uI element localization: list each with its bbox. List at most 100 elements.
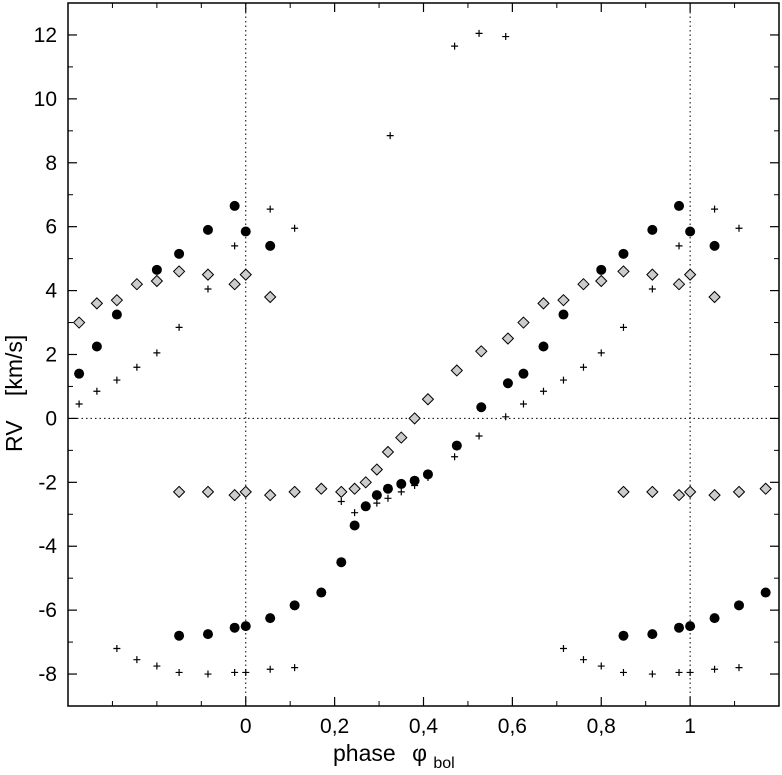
- diamond-point: [90, 297, 104, 310]
- plus-point: [337, 497, 345, 505]
- diamond-point: [370, 463, 384, 476]
- circle-point: [91, 341, 102, 352]
- diamond-point: [72, 316, 86, 329]
- circle-point: [409, 475, 420, 486]
- diamond-point: [557, 293, 570, 307]
- circle-point: [111, 309, 122, 320]
- circle-point: [518, 368, 529, 379]
- y-axis-label: RV: [1, 420, 27, 452]
- diamond-point: [421, 393, 435, 406]
- plus-point: [93, 387, 101, 395]
- circle-point: [685, 226, 696, 237]
- diamond-point: [450, 364, 464, 377]
- plus-point: [75, 400, 83, 408]
- plus-point: [362, 502, 370, 510]
- circle-point: [289, 600, 300, 611]
- plus-point: [559, 376, 567, 384]
- plus-point: [675, 668, 683, 676]
- x-axis-subscript: bol: [433, 755, 454, 772]
- diamond-point: [228, 488, 241, 502]
- diamond-point: [130, 277, 144, 291]
- diamond-point: [335, 485, 348, 499]
- plus-point: [242, 668, 250, 676]
- circle-point: [74, 368, 85, 379]
- circle-point: [685, 621, 696, 632]
- diamond-point: [201, 485, 215, 499]
- x-tick-label: 0,6: [498, 715, 527, 738]
- diamond-point: [577, 277, 590, 291]
- diamond-point: [359, 476, 372, 489]
- plus-point: [133, 363, 141, 371]
- y-tick-label: 8: [45, 152, 57, 175]
- data-points: [72, 29, 772, 678]
- plus-point: [735, 664, 743, 672]
- diamond-point: [759, 482, 772, 495]
- diamond-point: [239, 485, 252, 499]
- plus-point: [291, 664, 299, 672]
- diamond-point: [395, 431, 408, 444]
- circle-point: [674, 622, 685, 633]
- circle-point: [502, 378, 513, 389]
- circle-point: [538, 341, 549, 352]
- diamond-point: [501, 332, 515, 345]
- plus-point: [175, 668, 183, 676]
- plus-point: [133, 656, 141, 664]
- circle-point: [202, 224, 213, 235]
- y-tick-label: 4: [45, 280, 57, 303]
- y-tick-label: 6: [45, 216, 57, 239]
- y-tick-label: 2: [45, 344, 57, 367]
- circle-point: [396, 478, 407, 489]
- y-tick-label: -2: [38, 471, 57, 494]
- plus-point: [502, 413, 510, 421]
- plus-point: [475, 29, 483, 37]
- circle-point: [451, 440, 462, 451]
- circle-point: [240, 621, 251, 632]
- x-tick-label: 1: [684, 715, 696, 738]
- plus-point: [686, 668, 694, 676]
- plus-point: [597, 349, 605, 357]
- circle-point: [476, 402, 487, 413]
- diamond-point: [288, 485, 301, 499]
- circle-point: [618, 248, 629, 259]
- plus-point: [475, 432, 483, 440]
- plus-point: [619, 323, 627, 331]
- diamond-point: [732, 485, 746, 499]
- diamond-point: [239, 268, 252, 281]
- plus-point: [451, 453, 459, 461]
- diamond-point: [683, 485, 697, 499]
- plus-point: [204, 285, 212, 293]
- diamond-point: [150, 274, 164, 288]
- plus-point: [675, 242, 683, 250]
- x-tick-label: 0,4: [409, 715, 439, 738]
- diamond-point: [475, 345, 488, 358]
- plus-point: [386, 132, 394, 140]
- circle-point: [229, 622, 240, 633]
- plus-point: [411, 482, 419, 490]
- circle-point: [349, 520, 360, 531]
- circle-point: [371, 490, 382, 501]
- circle-point: [674, 200, 685, 211]
- y-axis-unit: [km/s]: [1, 335, 27, 396]
- plus-point: [424, 474, 432, 482]
- circle-point: [647, 224, 658, 235]
- series-plus: [75, 29, 743, 678]
- diamond-point: [381, 445, 395, 459]
- plus-point: [231, 668, 239, 676]
- plus-point: [559, 644, 567, 652]
- plus-point: [373, 499, 381, 507]
- plus-point: [113, 644, 121, 652]
- circle-point: [596, 264, 607, 275]
- circle-point: [760, 587, 771, 598]
- diamond-point: [617, 485, 630, 499]
- plus-point: [648, 285, 656, 293]
- plus-point: [735, 224, 743, 232]
- plus-point: [711, 665, 719, 673]
- diamond-point: [263, 290, 277, 304]
- y-tick-label: 0: [45, 407, 57, 430]
- circle-point: [265, 613, 276, 624]
- diamond-point: [595, 274, 608, 288]
- series-diamond: [72, 265, 772, 502]
- plus-point: [648, 670, 656, 678]
- plus-point: [579, 363, 587, 371]
- plus-point: [579, 656, 587, 664]
